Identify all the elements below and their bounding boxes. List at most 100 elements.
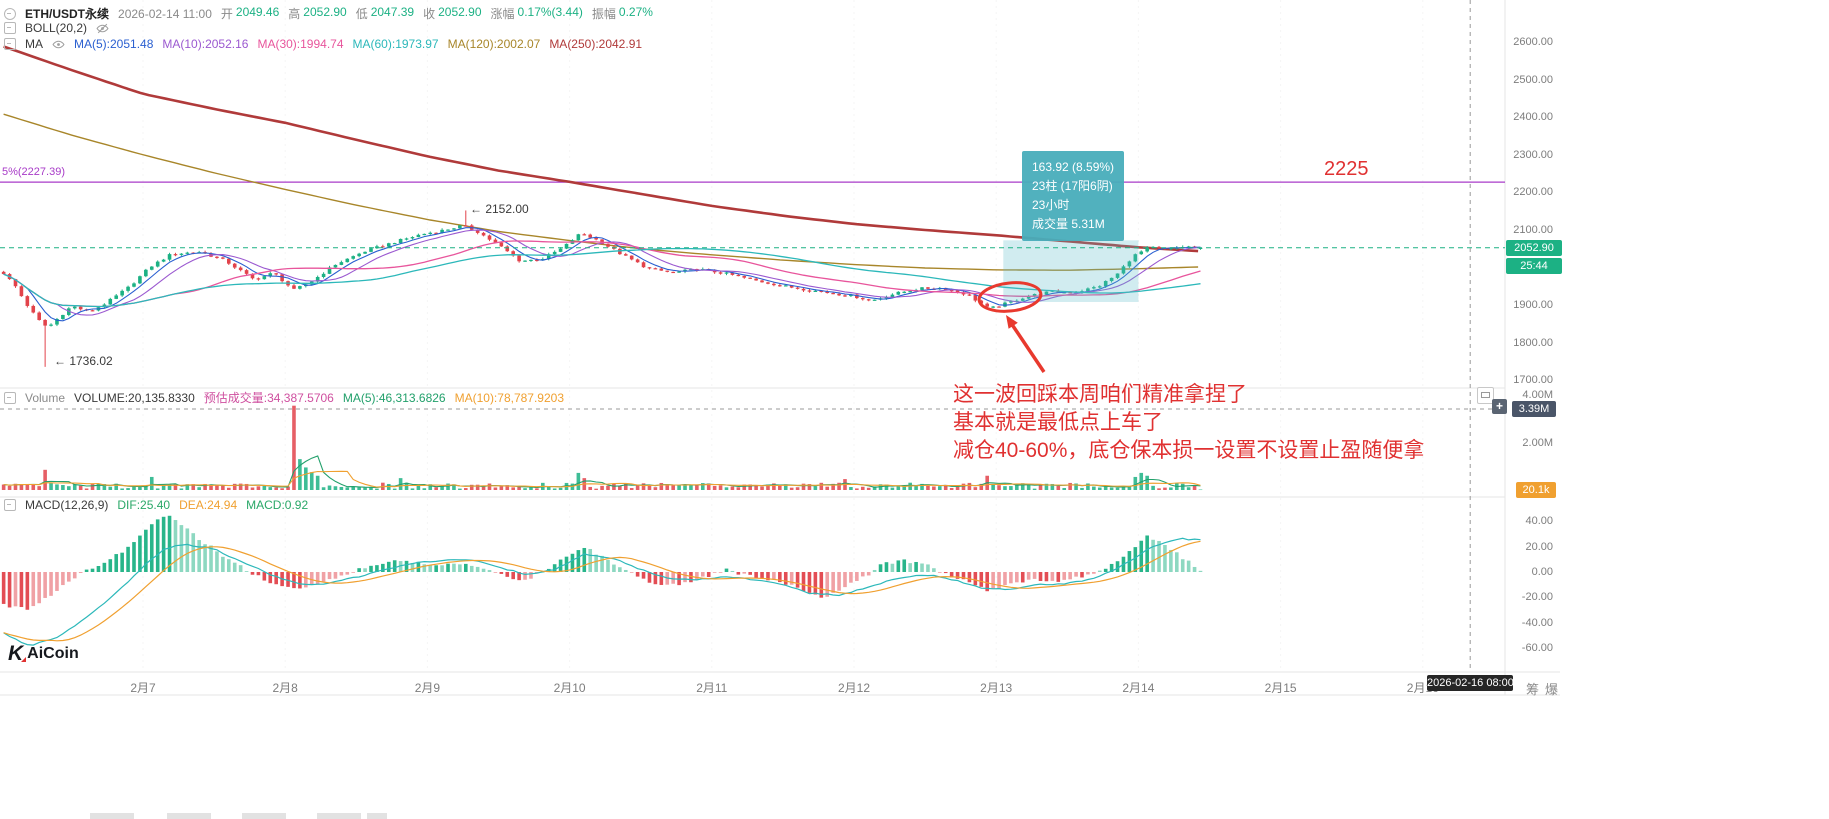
volume-crosshair-badge: 3.39M — [1512, 401, 1556, 417]
measure-tooltip-line: 成交量 5.31M — [1032, 217, 1105, 231]
aicoin-watermark: K AiCoin — [8, 642, 79, 665]
ohlc-field: 开 2049.46 — [221, 5, 279, 22]
cutoff-element — [317, 813, 361, 819]
macd-axis-tick: -20.00 — [1521, 591, 1553, 604]
measure-tooltip[interactable]: 163.92 (8.59%) 23柱 (17阳6阴) 23小时 成交量 5.31M — [1022, 151, 1125, 241]
ohlc-field-label: 涨幅 — [490, 7, 515, 21]
macd-axis-tick: -60.00 — [1521, 642, 1553, 655]
dea-value: DEA:24.94 — [179, 498, 238, 512]
chip-distribution-button[interactable]: 筹 — [1526, 682, 1540, 697]
ohlc-field-value: 0.17%(3.44) — [517, 5, 583, 19]
eye-icon[interactable] — [52, 38, 65, 51]
price-axis-tick: 1800.00 — [1513, 336, 1553, 349]
ohlc-field-value: 2047.39 — [370, 5, 415, 19]
macd-axis-tick: 40.00 — [1525, 515, 1553, 528]
macd-axis-tick: 0.00 — [1531, 566, 1553, 578]
time-axis-label: 2月12 — [837, 681, 871, 695]
price-axis-tick: 2300.00 — [1513, 148, 1553, 161]
ma-indicator-row: MA MA(5):2051.48 MA(10):2052.16 MA(30):199… — [4, 37, 642, 51]
current-volume-badge: 20.1k — [1516, 482, 1556, 498]
time-axis-label: 2月13 — [980, 681, 1013, 695]
price-axis-tick: 1900.00 — [1513, 299, 1553, 312]
boll-indicator-row: BOLL(20,2) — [4, 21, 109, 35]
volume-ma5-value: MA(5):46,313.6826 — [342, 390, 446, 405]
ohlc-field-value: 2052.90 — [438, 5, 482, 19]
boll-indicator-label[interactable]: BOLL(20,2) — [25, 21, 88, 35]
ohlc-field-label: 收 — [423, 7, 436, 21]
macd-panel-label[interactable]: MACD(12,26,9) — [25, 498, 109, 512]
time-axis-label: 2月10 — [553, 681, 586, 695]
candle-countdown-badge: 25:44 — [1506, 258, 1562, 274]
macd-axis-tick: -40.00 — [1521, 616, 1553, 629]
volume-value: VOLUME:20,135.8330 — [74, 390, 195, 405]
time-axis-label: 2月7 — [130, 681, 156, 695]
ohlc-field-value: 0.27% — [618, 5, 653, 19]
annotation-arrow[interactable] — [1009, 322, 1046, 373]
macd-collapse-icon[interactable] — [4, 499, 16, 511]
crosshair-time-badge: 2026-02-16 08:00 — [1427, 675, 1514, 691]
drawing-text-annotation[interactable]: 这一波回踩本周咱们精准拿捏了 — [953, 383, 1247, 406]
price-axis-tick: 2100.00 — [1513, 224, 1553, 236]
liquidation-map-button[interactable]: 爆 — [1545, 682, 1559, 697]
ma-value: MA(60):1973.97 — [352, 37, 439, 51]
drawing-text-annotation[interactable]: 减仓40-60%，底仓保本损一设置不设置止盈随便拿 — [953, 439, 1425, 462]
volume-axis-tick: 2.00M — [1522, 436, 1553, 449]
ma-indicator-label[interactable]: MA — [25, 37, 43, 51]
ma-value: MA(120):2002.07 — [447, 37, 541, 51]
dif-value: DIF:25.40 — [117, 498, 171, 512]
instrument-icon — [4, 7, 16, 20]
indicator-collapse-icon[interactable] — [4, 22, 16, 34]
last-price-badge: 2052.90 — [1506, 240, 1562, 256]
ohlc-field-label: 开 — [220, 7, 233, 21]
ohlc-field: 振幅 0.27% — [592, 5, 653, 22]
time-axis-label: 2月8 — [272, 681, 298, 695]
ohlc-field: 低 2047.39 — [356, 5, 414, 22]
price-line-annotation[interactable]: 2225 — [1324, 158, 1369, 180]
drawing-text-annotation[interactable]: 基本就是最低点上车了 — [953, 411, 1163, 434]
price-axis-tick: 2500.00 — [1513, 73, 1553, 86]
eye-off-icon[interactable] — [96, 22, 109, 35]
chart-high-label: ← 2152.00 — [470, 202, 529, 216]
volume-panel-label[interactable]: Volume — [25, 390, 66, 405]
ma-value: MA(250):2042.91 — [549, 37, 643, 51]
ohlc-field-value: 2052.90 — [303, 5, 347, 19]
ma-value: MA(30):1994.74 — [257, 37, 344, 51]
ohlc-fields: 开 2049.46 高 2052.90 低 2047.39 收 2052.90 涨幅 0.17%(… — [221, 5, 653, 22]
ohlc-field-label: 高 — [288, 7, 301, 21]
ohlc-field: 收 2052.90 — [423, 5, 481, 22]
time-axis-label: 2月9 — [414, 681, 441, 695]
symbol-label[interactable]: ETH/USDT永续 — [25, 7, 110, 21]
aicoin-logo-icon: K — [8, 642, 27, 665]
add-alert-button[interactable] — [1492, 399, 1507, 414]
ma-values: MA(5):2051.48 MA(10):2052.16 MA(30):1994.7… — [74, 37, 642, 51]
cutoff-element — [367, 813, 387, 819]
ma-value: MA(5):2051.48 — [74, 37, 154, 51]
price-axis-tick: 2400.00 — [1513, 111, 1553, 124]
ma-collapse-icon[interactable] — [4, 38, 16, 50]
volume-ma10-value: MA(10):78,787.9203 — [454, 390, 564, 405]
ohlc-field-label: 振幅 — [591, 7, 616, 21]
time-axis-label: 2月14 — [1122, 681, 1155, 695]
percent-line-label: 5%(2227.39) — [2, 166, 65, 178]
price-axis-tick: 2600.00 — [1513, 36, 1553, 48]
axis-tool-button[interactable] — [1477, 387, 1494, 404]
measure-tooltip-line: 23小时 — [1032, 198, 1070, 212]
annotation-ellipse[interactable] — [977, 280, 1043, 314]
volume-axis-tick: 4.00M — [1522, 389, 1553, 401]
aicoin-logo-text: AiCoin — [27, 645, 79, 662]
volume-header-row: Volume VOLUME:20,135.8330 预估成交量:34,387.5… — [4, 389, 564, 406]
ohlc-field: 涨幅 0.17%(3.44) — [491, 5, 583, 22]
measure-tooltip-line: 163.92 (8.59%) — [1032, 160, 1115, 174]
time-axis-label: 2月11 — [696, 681, 728, 695]
macd-header-row: MACD(12,26,9) DIF:25.40 DEA:24.94 MACD:0… — [4, 498, 308, 512]
ohlc-field-label: 低 — [355, 7, 368, 21]
time-axis-label: 2月15 — [1264, 681, 1297, 695]
annotation-arrow-head[interactable] — [1006, 315, 1018, 329]
ohlc-field: 高 2052.90 — [288, 5, 346, 22]
measure-region[interactable] — [1003, 240, 1139, 302]
cutoff-element — [90, 813, 134, 819]
price-axis-tick: 1700.00 — [1513, 374, 1553, 387]
volume-collapse-icon[interactable] — [4, 391, 16, 404]
